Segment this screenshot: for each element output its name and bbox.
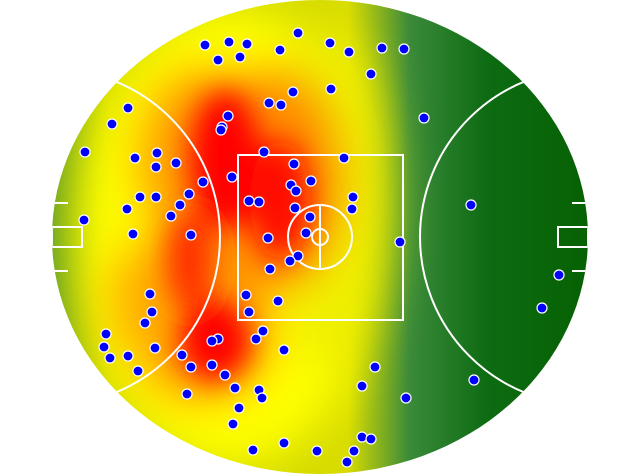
point xyxy=(264,263,276,275)
point xyxy=(284,255,296,267)
point xyxy=(536,302,548,314)
point xyxy=(289,202,301,214)
point xyxy=(356,380,368,392)
point xyxy=(247,444,259,456)
point xyxy=(468,374,480,386)
point xyxy=(132,365,144,377)
point xyxy=(78,214,90,226)
point xyxy=(122,350,134,362)
point xyxy=(139,317,151,329)
point xyxy=(181,388,193,400)
point xyxy=(149,342,161,354)
point xyxy=(122,102,134,114)
point xyxy=(79,146,91,158)
point xyxy=(398,43,410,55)
point xyxy=(278,437,290,449)
point xyxy=(418,112,430,124)
point xyxy=(219,369,231,381)
point xyxy=(121,203,133,215)
point xyxy=(146,306,158,318)
point xyxy=(304,211,316,223)
point xyxy=(98,341,110,353)
point xyxy=(243,306,255,318)
point xyxy=(465,199,477,211)
point xyxy=(150,161,162,173)
point xyxy=(176,349,188,361)
point xyxy=(253,196,265,208)
point xyxy=(199,39,211,51)
point xyxy=(170,157,182,169)
point xyxy=(150,191,162,203)
point xyxy=(356,431,368,443)
point xyxy=(222,110,234,122)
point xyxy=(234,51,246,63)
point xyxy=(275,99,287,111)
point xyxy=(129,152,141,164)
point xyxy=(174,199,186,211)
point xyxy=(241,38,253,50)
heatmap xyxy=(52,0,588,474)
point xyxy=(206,359,218,371)
point xyxy=(305,175,317,187)
point xyxy=(212,54,224,66)
point xyxy=(197,176,209,188)
point xyxy=(106,118,118,130)
point xyxy=(257,325,269,337)
point xyxy=(274,44,286,56)
point xyxy=(376,42,388,54)
point xyxy=(311,445,323,457)
point xyxy=(100,328,112,340)
point xyxy=(400,392,412,404)
point xyxy=(263,97,275,109)
point xyxy=(278,344,290,356)
point xyxy=(233,402,245,414)
point xyxy=(287,86,299,98)
point xyxy=(127,228,139,240)
point xyxy=(300,227,312,239)
point xyxy=(347,191,359,203)
point xyxy=(227,418,239,430)
point xyxy=(183,188,195,200)
point xyxy=(243,195,255,207)
point xyxy=(229,382,241,394)
point xyxy=(325,83,337,95)
point xyxy=(292,250,304,262)
point xyxy=(292,27,304,39)
point xyxy=(365,68,377,80)
point xyxy=(151,147,163,159)
point xyxy=(185,361,197,373)
point xyxy=(215,124,227,136)
point xyxy=(262,232,274,244)
point xyxy=(324,37,336,49)
point xyxy=(144,288,156,300)
point xyxy=(226,171,238,183)
points xyxy=(78,27,565,468)
point xyxy=(553,269,565,281)
point xyxy=(240,289,252,301)
point xyxy=(256,392,268,404)
point xyxy=(250,333,262,345)
point xyxy=(134,191,146,203)
point xyxy=(346,203,358,215)
point xyxy=(185,229,197,241)
point xyxy=(206,335,218,347)
point xyxy=(104,352,116,364)
point xyxy=(290,185,302,197)
point xyxy=(343,46,355,58)
point xyxy=(165,210,177,222)
point xyxy=(365,433,377,445)
point xyxy=(341,456,353,468)
point xyxy=(338,152,350,164)
point xyxy=(223,36,235,48)
point xyxy=(288,158,300,170)
point xyxy=(394,236,406,248)
point xyxy=(348,445,360,457)
point xyxy=(369,361,381,373)
point xyxy=(272,295,284,307)
point xyxy=(258,146,270,158)
